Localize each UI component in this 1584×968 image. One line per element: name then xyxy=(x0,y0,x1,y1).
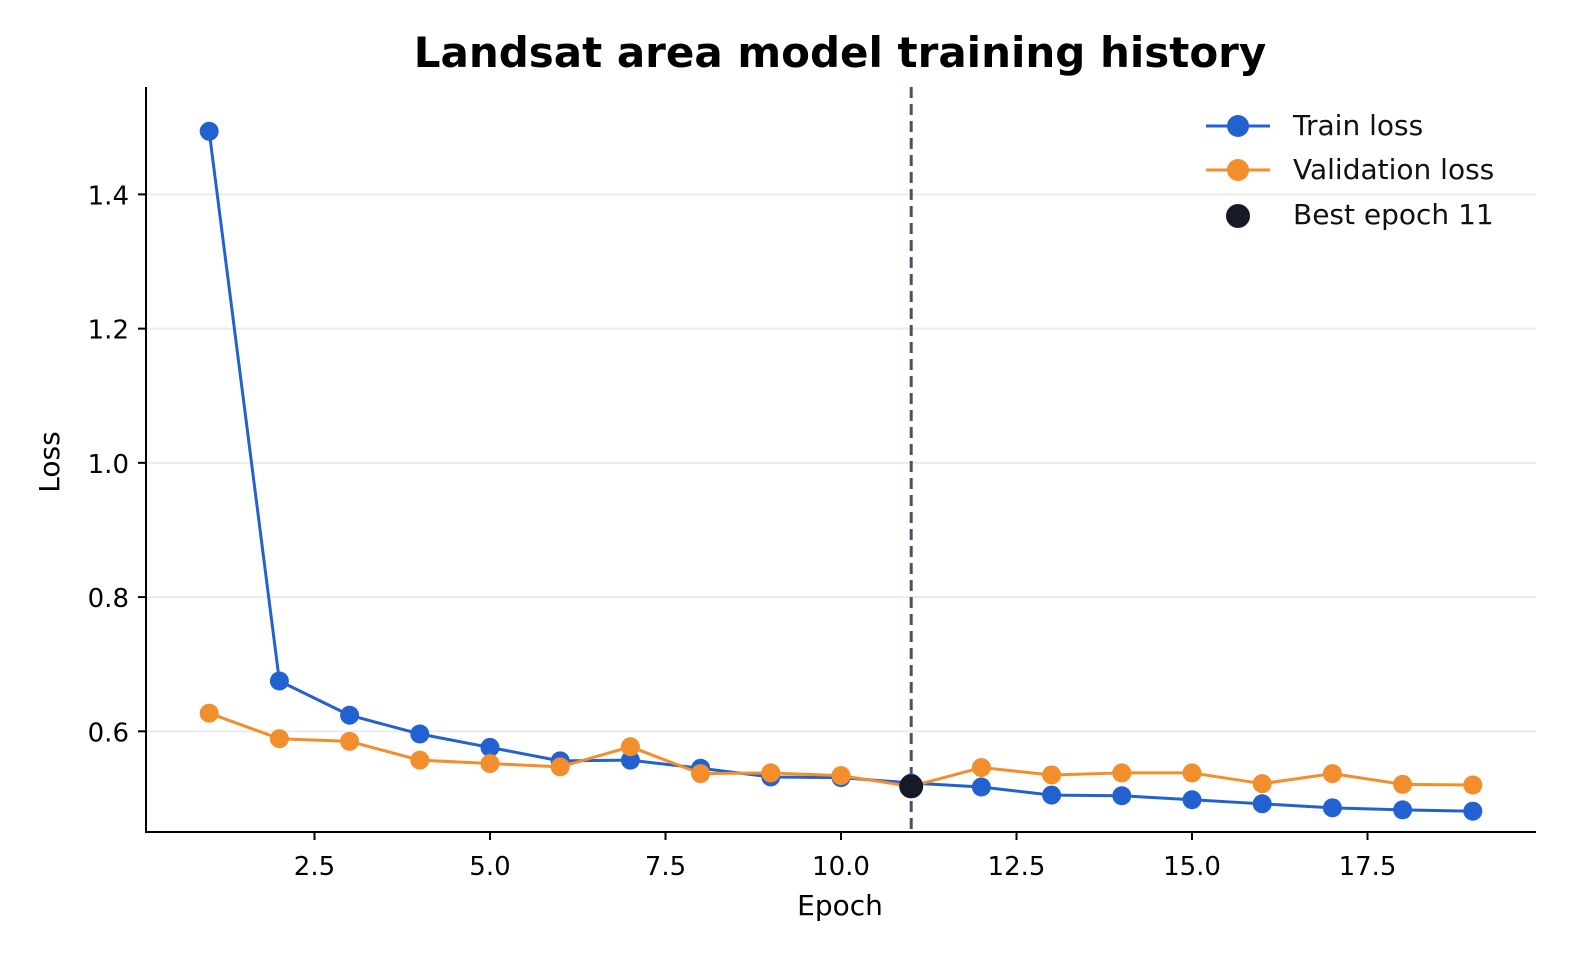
train-loss-point-16 xyxy=(1252,794,1272,814)
legend: Train loss Validation loss Best epoch 11 xyxy=(1206,109,1494,231)
validation-loss-point-18 xyxy=(1393,774,1413,794)
legend-swatch-validation-marker xyxy=(1227,159,1249,181)
train-loss-point-7 xyxy=(620,750,640,770)
validation-loss-point-7 xyxy=(620,737,640,757)
x-tick-label-2: 7.5 xyxy=(645,852,686,882)
train-loss-point-14 xyxy=(1112,786,1132,806)
y-tick-label-4: 1.4 xyxy=(88,181,129,211)
legend-label-train: Train loss xyxy=(1292,109,1423,142)
train-loss-point-18 xyxy=(1393,800,1413,820)
validation-loss-point-1 xyxy=(199,703,219,723)
validation-loss-point-19 xyxy=(1463,775,1483,795)
y-tick-label-0: 0.6 xyxy=(88,718,129,748)
train-loss-point-19 xyxy=(1463,801,1483,821)
best-epoch-point xyxy=(899,774,924,799)
validation-loss-point-8 xyxy=(691,764,711,784)
train-loss-point-4 xyxy=(410,724,430,744)
x-tick-label-3: 10.0 xyxy=(812,852,870,882)
validation-loss-point-16 xyxy=(1252,774,1272,794)
series-group xyxy=(199,121,1483,821)
x-tick-label-1: 5.0 xyxy=(469,852,510,882)
validation-loss-point-12 xyxy=(971,758,991,778)
legend-swatch-train-marker xyxy=(1227,115,1249,137)
train-loss-point-1 xyxy=(199,121,219,141)
train-loss-line xyxy=(207,131,1473,813)
x-tick-label-6: 17.5 xyxy=(1339,852,1397,882)
y-axis-label: Loss xyxy=(33,431,66,492)
validation-loss-point-13 xyxy=(1042,765,1062,785)
y-tick-label-1: 0.8 xyxy=(88,584,129,614)
x-axis-label: Epoch xyxy=(797,889,883,922)
y-tick-label-2: 1.0 xyxy=(88,450,129,480)
validation-loss-point-2 xyxy=(269,729,289,749)
validation-loss-point-6 xyxy=(550,757,570,777)
legend-item-validation: Validation loss xyxy=(1206,153,1494,186)
validation-loss-point-17 xyxy=(1322,764,1342,784)
gridlines xyxy=(146,193,1536,733)
validation-loss-point-4 xyxy=(410,750,430,770)
legend-swatch-best-epoch-marker xyxy=(1226,204,1250,228)
train-loss-point-5 xyxy=(480,737,500,757)
ticks: 2.5 5.0 7.5 10.0 12.5 15.0 17.5 0.6 0.8 1.0 1.2 1.4 xyxy=(88,181,1397,882)
train-loss-point-3 xyxy=(340,705,360,725)
x-tick-label-4: 12.5 xyxy=(988,852,1046,882)
legend-item-best-epoch: Best epoch 11 xyxy=(1226,198,1494,231)
x-tick-label-5: 15.0 xyxy=(1163,852,1221,882)
train-loss-point-13 xyxy=(1042,785,1062,805)
y-tick-label-3: 1.2 xyxy=(88,316,129,346)
x-tick-label-0: 2.5 xyxy=(294,852,335,882)
legend-label-best-epoch: Best epoch 11 xyxy=(1293,198,1494,231)
chart-title: Landsat area model training history xyxy=(414,28,1267,77)
validation-loss-point-9 xyxy=(761,763,781,783)
validation-loss-point-10 xyxy=(831,766,851,786)
train-loss-point-17 xyxy=(1322,798,1342,818)
validation-loss-point-15 xyxy=(1182,763,1202,783)
train-loss-point-2 xyxy=(269,671,289,691)
validation-loss-point-14 xyxy=(1112,763,1132,783)
validation-loss-point-5 xyxy=(480,754,500,774)
validation-loss-point-3 xyxy=(340,731,360,751)
legend-item-train: Train loss xyxy=(1206,109,1423,142)
train-loss-point-15 xyxy=(1182,790,1202,810)
train-loss-point-12 xyxy=(971,777,991,797)
legend-label-validation: Validation loss xyxy=(1293,153,1494,186)
